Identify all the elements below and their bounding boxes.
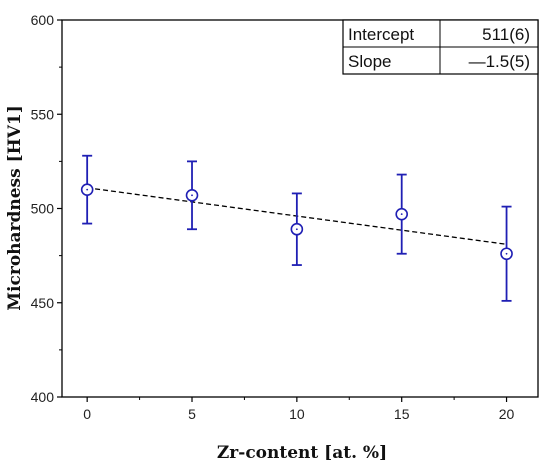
plot-area (61, 19, 539, 398)
y-tick-label: 550 (31, 106, 55, 122)
data-point-center (400, 213, 403, 216)
plot-frame (61, 19, 539, 398)
fit-table-value: —1.5(5) (469, 52, 530, 71)
y-tick-label: 600 (31, 12, 55, 28)
data-point-center (505, 252, 508, 255)
y-tick-label: 500 (31, 201, 55, 217)
fit-results-table: Intercept 511(6) Slope —1.5(5) (342, 19, 539, 75)
y-axis-title: Microhardness [HV1] (5, 105, 25, 311)
fit-table-label: Slope (348, 52, 391, 71)
x-tick-label: 20 (499, 406, 515, 422)
x-tick-label: 10 (289, 406, 305, 422)
fit-table-label: Intercept (348, 25, 414, 44)
x-axis-title: Zr-content [at. %] (217, 443, 387, 463)
x-tick-label: 5 (188, 406, 196, 422)
y-tick-label: 450 (31, 295, 55, 311)
axes-layer: 0 5 10 15 20 400 450 500 550 600 (31, 12, 515, 422)
fit-table-value: 511(6) (482, 25, 530, 44)
data-point-center (295, 228, 298, 231)
data-point-center (86, 188, 89, 191)
x-tick-label: 0 (83, 406, 91, 422)
x-tick-label: 15 (394, 406, 410, 422)
data-point-center (191, 194, 193, 197)
y-tick-label: 400 (31, 389, 55, 405)
data-points-layer (80, 154, 513, 302)
